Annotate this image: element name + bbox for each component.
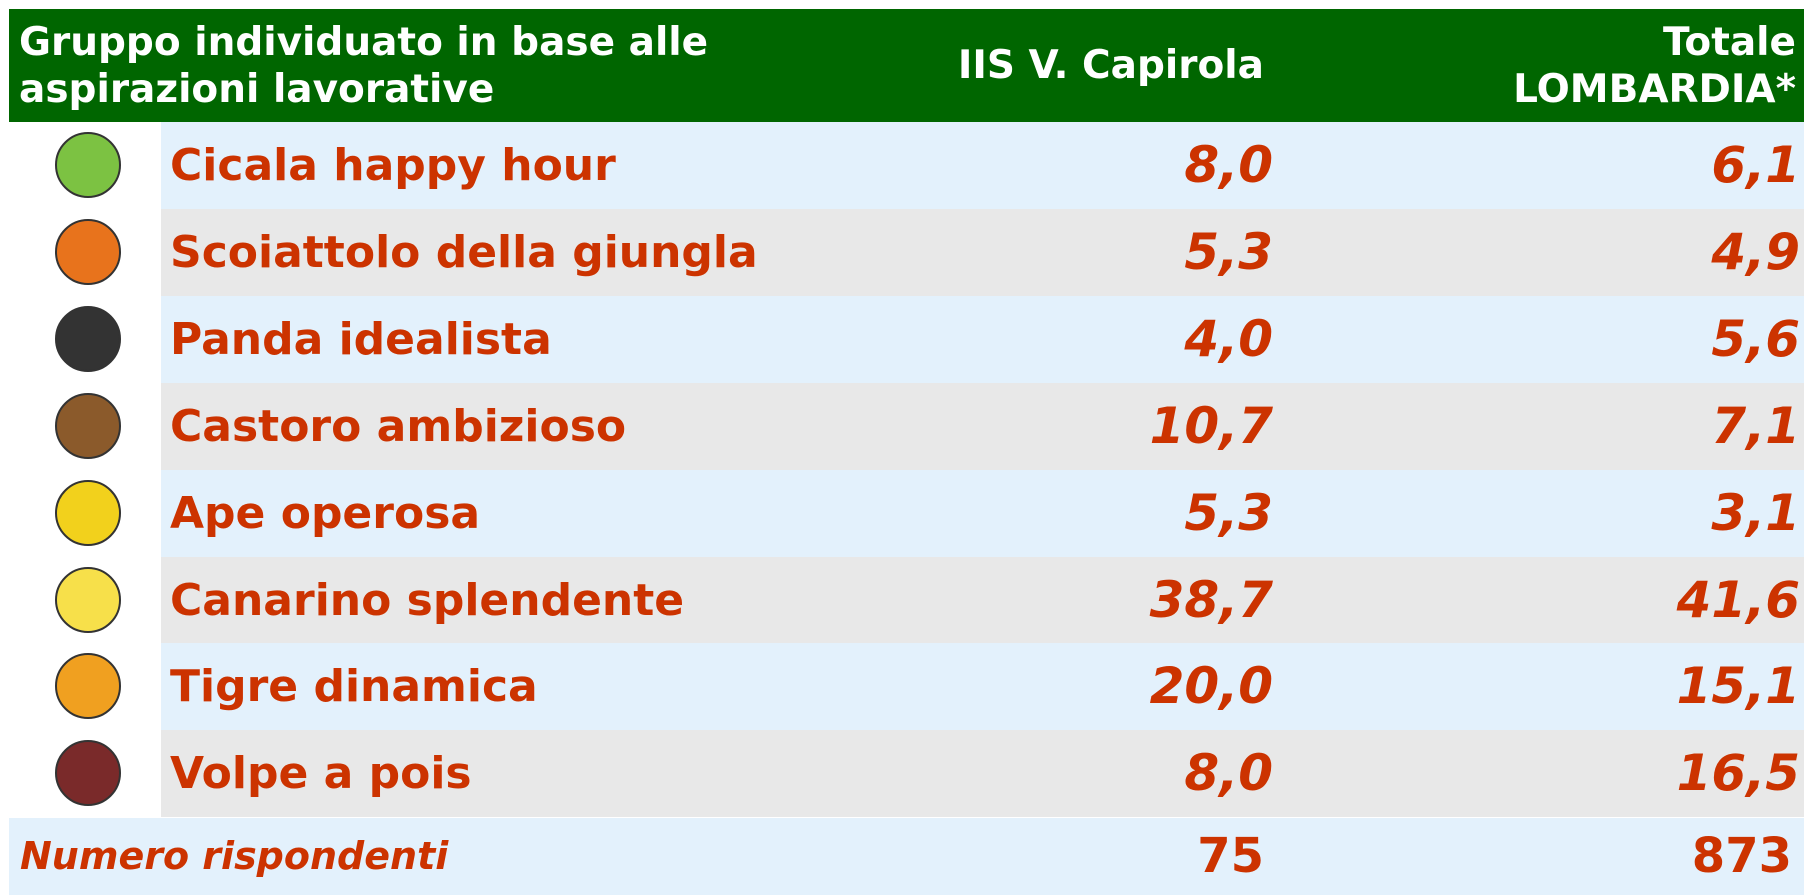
row-label: Ape operosa bbox=[170, 470, 480, 557]
value-capirola: 5,3 bbox=[1184, 470, 1273, 557]
header-line: aspirazioni lavorative bbox=[19, 66, 708, 113]
icon bbox=[55, 306, 121, 372]
value-lombardia: 16,5 bbox=[1677, 730, 1800, 817]
value-lombardia: 7,1 bbox=[1711, 383, 1800, 470]
value-lombardia: 4,9 bbox=[1711, 209, 1800, 296]
header-line: Gruppo individuato in base alle bbox=[19, 19, 708, 66]
value-capirola: 5,3 bbox=[1184, 209, 1273, 296]
row-label: Volpe a pois bbox=[170, 730, 472, 817]
row-label: Scoiattolo della giungla bbox=[170, 209, 758, 296]
header-group: Gruppo individuato in base alle aspirazi… bbox=[19, 19, 708, 113]
footer-label: Numero rispondenti bbox=[20, 818, 448, 895]
value-capirola: 20,0 bbox=[1150, 643, 1273, 730]
footer-capirola: 75 bbox=[1197, 818, 1264, 895]
header-line: LOMBARDIA* bbox=[1513, 66, 1796, 113]
row-label: Castoro ambizioso bbox=[170, 383, 626, 470]
value-capirola: 4,0 bbox=[1184, 296, 1273, 383]
header-lombardia: Totale LOMBARDIA* bbox=[1513, 19, 1796, 113]
icon bbox=[55, 653, 121, 719]
value-lombardia: 6,1 bbox=[1711, 122, 1800, 209]
table: Gruppo individuato in base alle aspirazi… bbox=[0, 0, 1807, 895]
value-lombardia: 5,6 bbox=[1711, 296, 1800, 383]
value-capirola: 8,0 bbox=[1184, 730, 1273, 817]
row-label: Panda idealista bbox=[170, 296, 552, 383]
icon bbox=[55, 219, 121, 285]
value-capirola: 8,0 bbox=[1184, 122, 1273, 209]
value-capirola: 38,7 bbox=[1150, 557, 1273, 644]
icon bbox=[55, 740, 121, 806]
icon bbox=[55, 393, 121, 459]
row-label: Canarino splendente bbox=[170, 557, 684, 644]
value-lombardia: 15,1 bbox=[1677, 643, 1800, 730]
icon bbox=[55, 132, 121, 198]
row-label: Tigre dinamica bbox=[170, 643, 538, 730]
value-lombardia: 3,1 bbox=[1711, 470, 1800, 557]
header-capirola: IIS V. Capirola bbox=[958, 42, 1264, 89]
icon bbox=[55, 480, 121, 546]
value-capirola: 10,7 bbox=[1150, 383, 1273, 470]
row-label: Cicala happy hour bbox=[170, 122, 616, 209]
value-lombardia: 41,6 bbox=[1677, 557, 1800, 644]
footer-lombardia: 873 bbox=[1692, 818, 1792, 895]
header-line: Totale bbox=[1513, 19, 1796, 66]
icon bbox=[55, 567, 121, 633]
